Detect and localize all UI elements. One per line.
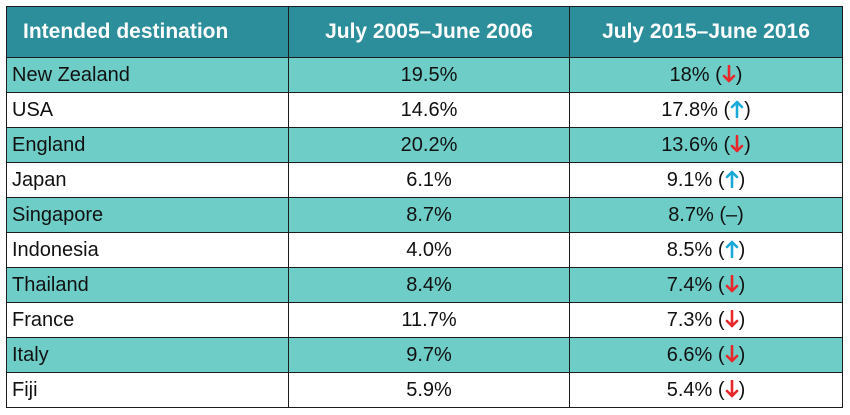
cell-2005-2006: 8.4% — [288, 267, 570, 303]
trend-paren-close: ) — [738, 168, 746, 191]
header-2005-2006: July 2005–June 2006 — [288, 6, 570, 58]
cell-2005-2006: 4.0% — [288, 232, 570, 268]
cell-2015-2016-value: 9.1% — [666, 168, 718, 191]
arrow-down-icon — [722, 64, 736, 82]
table-row: Thailand 8.4% 7.4% () — [6, 267, 843, 303]
table-row: Indonesia 4.0% 8.5% () — [6, 232, 843, 268]
cell-2015-2016-value: 7.3% — [666, 308, 718, 331]
trend-paren-open: ( — [717, 168, 725, 191]
cell-destination: Japan — [6, 162, 289, 198]
arrow-down-icon — [725, 309, 738, 327]
trend-paren-open: ( — [723, 98, 731, 121]
table-row: USA 14.6% 17.8% () — [6, 92, 843, 128]
cell-2015-2016-value: 13.6% — [661, 133, 724, 156]
table-body: New Zealand 19.5% 18% () USA 14.6% 17.8% () En… — [6, 57, 843, 408]
table-row: France 11.7% 7.3% () — [6, 302, 843, 338]
destination-table: Intended destination July 2005–June 2006… — [6, 6, 843, 408]
arrow-up-icon — [725, 240, 738, 258]
cell-2015-2016: 7.3% () — [569, 302, 843, 338]
trend-paren-open: ( — [719, 203, 727, 226]
trend-paren-open: ( — [723, 133, 731, 156]
cell-2015-2016-value: 17.8% — [661, 98, 724, 121]
trend-paren-close: ) — [738, 343, 746, 366]
cell-2015-2016: 7.4% () — [569, 267, 843, 303]
trend-paren-open: ( — [715, 63, 722, 86]
cell-2015-2016-value: 8.7% — [668, 203, 720, 226]
cell-destination: USA — [6, 92, 289, 128]
cell-destination: Fiji — [6, 372, 289, 408]
trend-paren-close: ) — [738, 273, 746, 296]
table-row: Singapore 8.7% 8.7% (–) — [6, 197, 843, 233]
cell-2015-2016-value: 18% — [669, 63, 716, 86]
destination-table-container: Intended destination July 2005–June 2006… — [6, 6, 843, 408]
trend-paren-close: ) — [735, 63, 743, 86]
cell-2015-2016: 6.6% () — [569, 337, 843, 373]
trend-paren-close: ) — [744, 133, 751, 156]
cell-2015-2016: 8.5% () — [569, 232, 843, 268]
cell-2005-2006: 5.9% — [288, 372, 570, 408]
trend-paren-close: ) — [738, 378, 746, 401]
trend-paren-open: ( — [717, 343, 725, 366]
arrow-down-icon — [725, 344, 738, 362]
arrow-up-icon — [725, 170, 738, 188]
cell-2015-2016-value: 8.5% — [666, 238, 718, 261]
cell-destination: England — [6, 127, 289, 163]
cell-2005-2006: 6.1% — [288, 162, 570, 198]
cell-2015-2016-value: 7.4% — [666, 273, 718, 296]
trend-paren-open: ( — [717, 308, 725, 331]
cell-destination: France — [6, 302, 289, 338]
table-row: New Zealand 19.5% 18% () — [6, 57, 843, 93]
cell-destination: Thailand — [6, 267, 289, 303]
cell-destination: Indonesia — [6, 232, 289, 268]
trend-paren-close: ) — [737, 203, 744, 226]
table-row: Japan 6.1% 9.1% () — [6, 162, 843, 198]
cell-destination: Italy — [6, 337, 289, 373]
cell-2015-2016-value: 6.6% — [666, 343, 718, 366]
header-2015-2016: July 2015–June 2016 — [569, 6, 843, 58]
cell-destination: Singapore — [6, 197, 289, 233]
trend-paren-close: ) — [738, 238, 746, 261]
table-row: Italy 9.7% 6.6% () — [6, 337, 843, 373]
arrow-down-icon — [725, 274, 738, 292]
cell-2015-2016: 9.1% () — [569, 162, 843, 198]
arrow-up-icon — [730, 100, 744, 118]
cell-2005-2006: 9.7% — [288, 337, 570, 373]
trend-paren-close: ) — [744, 98, 751, 121]
trend-paren-open: ( — [717, 378, 725, 401]
header-destination: Intended destination — [6, 6, 289, 58]
cell-2015-2016: 18% () — [569, 57, 843, 93]
trend-paren-open: ( — [717, 273, 725, 296]
cell-2005-2006: 19.5% — [288, 57, 570, 93]
cell-2005-2006: 20.2% — [288, 127, 570, 163]
cell-2015-2016: 17.8% () — [569, 92, 843, 128]
trend-paren-close: ) — [738, 308, 746, 331]
cell-2005-2006: 8.7% — [288, 197, 570, 233]
trend-unchanged-symbol: – — [726, 203, 738, 226]
trend-paren-open: ( — [717, 238, 725, 261]
cell-2005-2006: 14.6% — [288, 92, 570, 128]
table-row: Fiji 5.9% 5.4% () — [6, 372, 843, 408]
cell-2015-2016: 13.6% () — [569, 127, 843, 163]
header-row: Intended destination July 2005–June 2006… — [6, 6, 843, 58]
cell-2015-2016-value: 5.4% — [666, 378, 718, 401]
cell-2005-2006: 11.7% — [288, 302, 570, 338]
cell-2015-2016: 8.7% (–) — [569, 197, 843, 233]
arrow-down-icon — [730, 134, 744, 152]
table-row: England 20.2% 13.6% () — [6, 127, 843, 163]
cell-2015-2016: 5.4% () — [569, 372, 843, 408]
arrow-down-icon — [725, 379, 738, 397]
cell-destination: New Zealand — [6, 57, 289, 93]
